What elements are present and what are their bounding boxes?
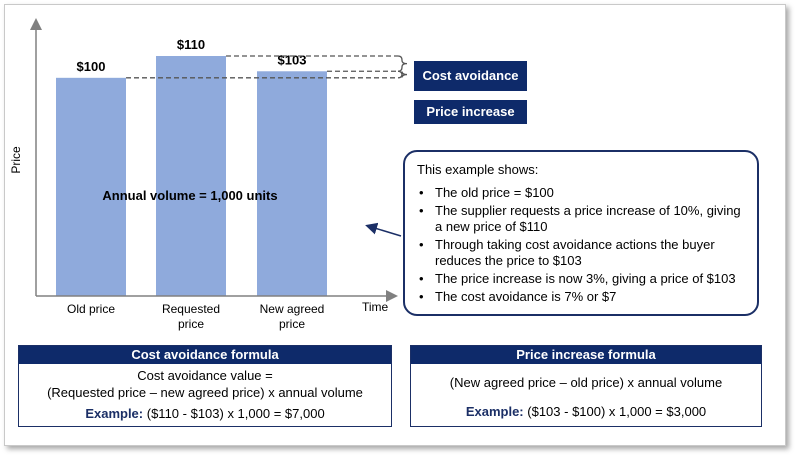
x-axis-label: Time	[362, 300, 389, 314]
bar-value-label: $100	[77, 59, 106, 74]
callout-bullet: The old price = $100	[419, 185, 745, 201]
callout-intro: This example shows:	[417, 162, 539, 177]
bar-1	[56, 77, 126, 297]
callout-bullet: The price increase is now 3%, giving a p…	[419, 271, 745, 287]
x-tick-label: New agreed price	[260, 302, 325, 331]
bar-value-label: $103	[278, 52, 307, 67]
bar-value-label: $110	[177, 37, 205, 52]
price-example-value: ($103 - $100) x 1,000 = $3,000	[527, 404, 707, 419]
y-axis-label: Price	[9, 146, 23, 174]
annual-volume-label: Annual volume = 1,000 units	[102, 188, 277, 203]
cost-formula-example: Example: ($110 - $103) x 1,000 = $7,000	[19, 405, 391, 422]
x-tick-label: Requested price	[162, 302, 220, 331]
cost-formula-title: Cost avoidance formula	[19, 346, 391, 364]
arrow-callout-pointer	[365, 222, 402, 237]
price-formula-line1: (New agreed price – old price) x annual …	[449, 375, 723, 390]
cost-formula-line2: (Requested price – new agreed price) x a…	[47, 385, 363, 400]
bar-3	[257, 71, 327, 296]
callout-bullet: The cost avoidance is 7% or $7	[419, 289, 745, 305]
cost-example-label: Example:	[85, 406, 144, 421]
price-formula-title: Price increase formula	[411, 346, 761, 364]
cost-example-value: ($110 - $103) x 1,000 = $7,000	[146, 406, 325, 421]
callout-bullet: Through taking cost avoidance actions th…	[419, 237, 745, 269]
cost-avoidance-tag: Cost avoidance	[414, 61, 527, 91]
callout-list: The old price = $100 The supplier reques…	[417, 185, 745, 305]
price-example-label: Example:	[465, 404, 524, 419]
bracket-price-increase	[397, 70, 408, 79]
bar-2	[156, 56, 226, 296]
price-formula-example: Example: ($103 - $100) x 1,000 = $3,000	[411, 403, 761, 420]
price-increase-formula-box: Price increase formula (New agreed price…	[410, 345, 762, 427]
callout-bullet: The supplier requests a price increase o…	[419, 203, 745, 235]
example-callout: This example shows: The old price = $100…	[403, 150, 759, 316]
x-tick-label: Old price	[67, 302, 115, 316]
cost-avoidance-formula-box: Cost avoidance formula Cost avoidance va…	[18, 345, 392, 427]
bracket-cost-avoidance	[397, 55, 408, 72]
cost-formula-line1: Cost avoidance value =	[137, 368, 273, 383]
price-increase-tag: Price increase	[414, 100, 527, 124]
